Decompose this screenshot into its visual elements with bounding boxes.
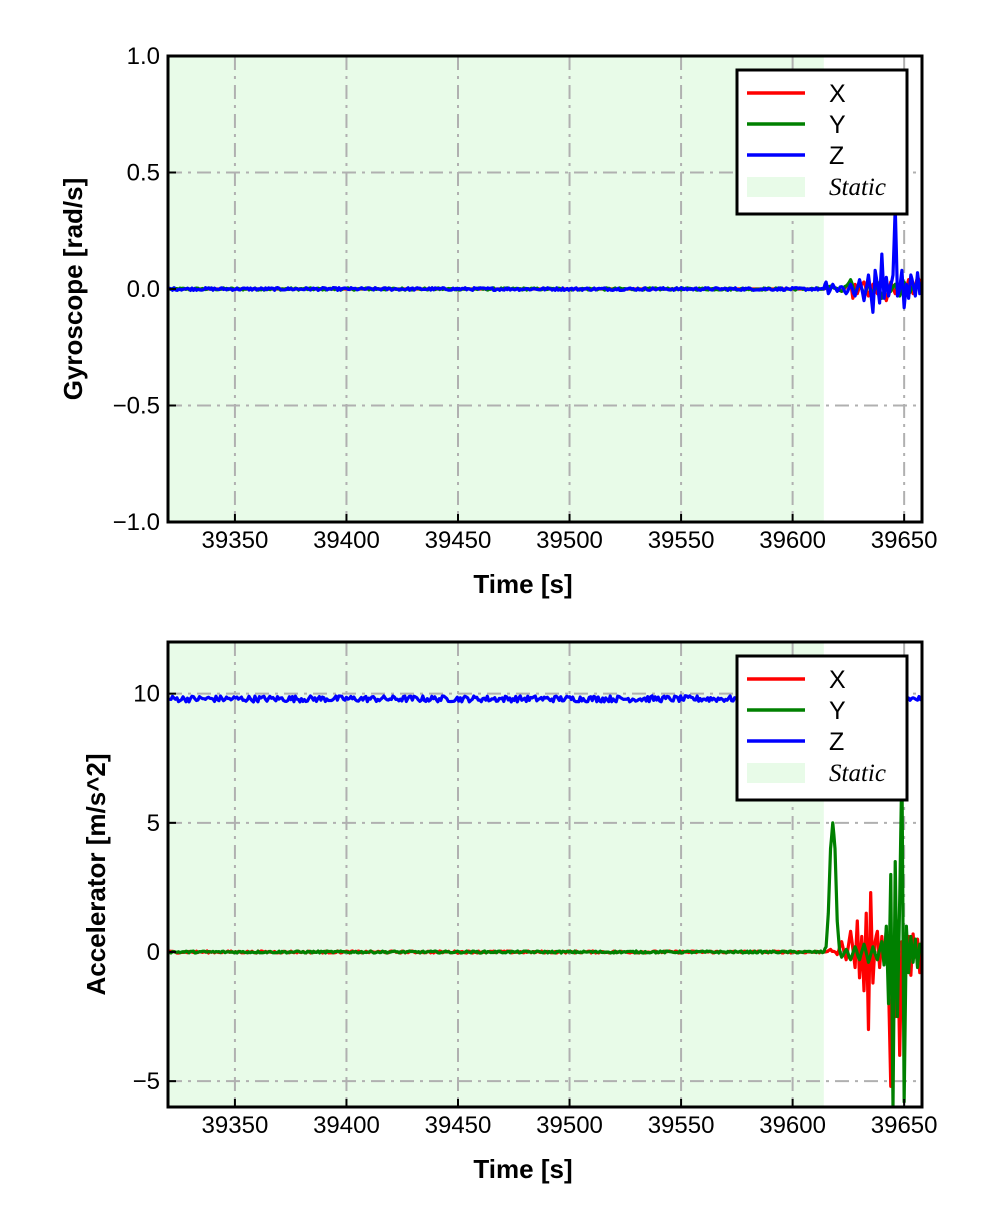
x-axis-title: Time [s] <box>473 1154 572 1184</box>
x-axis-title: Time [s] <box>473 569 572 599</box>
legend-label-y: Y <box>829 697 846 725</box>
legend: XYZ Static <box>735 654 909 802</box>
y-tick-label: 1.0 <box>127 43 160 70</box>
legend-label-static: Static <box>829 760 886 787</box>
legend-label-x: X <box>829 666 846 694</box>
x-tick-label: 39500 <box>536 527 603 554</box>
y-tick-label: −0.5 <box>113 393 160 420</box>
series-line-z <box>168 205 922 314</box>
legend-label-z: Z <box>829 728 844 756</box>
x-tick-label: 39350 <box>202 1112 269 1139</box>
x-tick-label: 39500 <box>536 1112 603 1139</box>
y-tick-label: 0.0 <box>127 276 160 303</box>
static-region <box>168 642 824 1107</box>
y-tick-label: −1.0 <box>113 509 160 536</box>
y-tick-label: 0 <box>147 939 160 966</box>
x-tick-label: 39600 <box>759 1112 826 1139</box>
y-axis-title: Gyroscope [rad/s] <box>58 178 88 401</box>
y-tick-label: −5 <box>133 1068 160 1095</box>
y-axis-title: Accelerator [m/s^2] <box>81 753 111 995</box>
legend-label-z: Z <box>829 142 844 170</box>
legend-swatch-static <box>747 763 805 783</box>
legend-label-static: Static <box>829 174 886 201</box>
legend-label-y: Y <box>829 111 846 139</box>
y-tick-label: 10 <box>133 681 160 708</box>
gyroscope-chart: 39350 39400 39450 39500 39550 39600 39650 −1.0 −… <box>58 43 938 599</box>
accelerometer-chart: 39350 39400 39450 39500 39550 39600 39650 −5 0 5 1… <box>81 640 938 1184</box>
legend-label-x: X <box>829 80 846 108</box>
y-tick-label: 0.5 <box>127 160 160 187</box>
x-tick-label: 39550 <box>648 527 715 554</box>
x-tick-label: 39550 <box>648 1112 715 1139</box>
y-tick-label: 5 <box>147 810 160 837</box>
x-tick-label: 39350 <box>202 527 269 554</box>
legend-swatch-static <box>747 177 805 197</box>
x-tick-label: 39650 <box>871 1112 938 1139</box>
x-tick-label: 39450 <box>425 527 492 554</box>
x-tick-label: 39450 <box>425 1112 492 1139</box>
x-tick-label: 39400 <box>313 527 380 554</box>
series-line-y <box>168 761 922 1107</box>
legend: XYZ Static <box>735 68 909 216</box>
x-tick-label: 39400 <box>313 1112 380 1139</box>
x-tick-label: 39650 <box>871 527 938 554</box>
x-tick-label: 39600 <box>759 527 826 554</box>
plot-frame <box>166 640 924 1109</box>
